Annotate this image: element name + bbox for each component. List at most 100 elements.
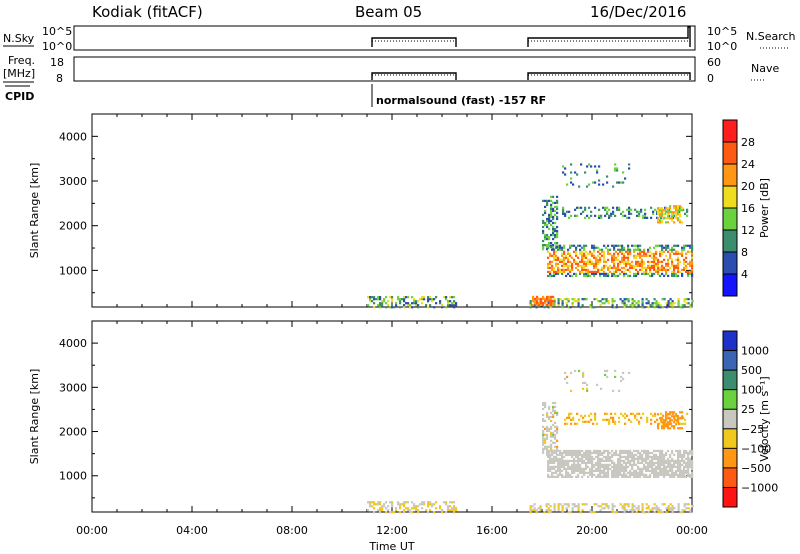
echo-cell <box>685 475 688 478</box>
echo-cell <box>628 206 631 209</box>
echo-cell <box>583 256 586 259</box>
echo-cell <box>614 420 617 423</box>
echo-cell <box>564 377 567 381</box>
echo-cell <box>689 465 692 468</box>
echo-cell <box>647 453 650 457</box>
echo-cell <box>657 511 660 514</box>
echo-cell <box>627 250 630 253</box>
echo-cell <box>641 254 644 257</box>
echo-cell <box>433 511 436 514</box>
echo-cell <box>588 414 591 417</box>
echo-cell <box>589 252 592 255</box>
echo-cell <box>625 461 628 465</box>
echo-cell <box>427 505 430 508</box>
echo-cell <box>663 469 666 472</box>
echo-cell <box>634 416 637 419</box>
echo-cell <box>581 503 584 506</box>
echo-cell <box>679 449 682 453</box>
echo-cell <box>677 509 680 512</box>
echo-cell <box>589 274 592 278</box>
echo-cell <box>593 272 596 276</box>
echo-cell <box>639 453 642 457</box>
echo-cell <box>661 503 664 506</box>
echo-cell <box>529 302 532 305</box>
echo-cell <box>677 250 680 253</box>
echo-cell <box>631 453 634 457</box>
echo-cell <box>544 447 547 450</box>
echo-cell <box>673 252 676 255</box>
echo-cell <box>657 413 660 416</box>
echo-cell <box>563 260 566 263</box>
colorbar-tick-label: 100 <box>741 384 762 397</box>
echo-cell <box>575 254 578 257</box>
echo-cell <box>673 221 676 224</box>
echo-cell <box>669 467 672 470</box>
echo-cell <box>653 461 656 465</box>
echo-cell <box>615 463 618 467</box>
echo-cell <box>585 274 588 278</box>
echo-cell <box>550 213 553 217</box>
echo-cell <box>619 268 622 272</box>
echo-cell <box>645 469 648 472</box>
echo-cell <box>557 302 560 305</box>
echo-cell <box>554 201 557 204</box>
echo-cell <box>553 457 556 461</box>
echo-cell <box>550 223 553 227</box>
echo-cell <box>681 469 684 472</box>
echo-cell <box>583 469 586 472</box>
echo-cell <box>570 389 573 392</box>
echo-cell <box>603 244 606 247</box>
echo-cell <box>565 467 568 470</box>
echo-cell <box>579 459 582 463</box>
echo-cell <box>550 415 553 419</box>
echo-cell <box>618 389 621 392</box>
echo-cell <box>584 206 587 209</box>
echo-cell <box>677 252 680 255</box>
echo-cell <box>536 301 539 305</box>
echo-cell <box>391 501 394 504</box>
echo-cell <box>669 461 672 465</box>
echo-cell <box>542 449 545 452</box>
echo-cell <box>615 258 618 261</box>
echo-cell <box>643 459 646 463</box>
echo-cell <box>559 248 562 251</box>
echo-cell <box>625 509 628 512</box>
echo-cell <box>537 507 540 510</box>
echo-cell <box>667 300 670 303</box>
echo-cell <box>683 268 686 272</box>
echo-cell <box>659 304 662 307</box>
echo-cell <box>641 471 644 474</box>
echo-cell <box>669 205 672 208</box>
echo-cell <box>565 475 568 478</box>
echo-cell <box>529 509 532 512</box>
echo-cell <box>623 459 626 463</box>
echo-cell <box>552 435 555 438</box>
echo-cell <box>691 463 694 467</box>
echo-cell <box>657 463 660 467</box>
echo-cell <box>629 473 632 476</box>
echo-cell <box>651 256 654 259</box>
echo-cell <box>663 475 666 478</box>
echo-cell <box>623 304 626 307</box>
echo-cell <box>651 274 654 278</box>
echo-cell <box>575 274 578 278</box>
echo-cell <box>567 505 570 508</box>
echo-cell <box>675 264 678 267</box>
echo-cell <box>671 260 674 263</box>
echo-cell <box>643 254 646 257</box>
echo-cell <box>580 414 583 417</box>
echo-cell <box>581 270 584 274</box>
echo-cell <box>423 503 426 506</box>
echo-cell <box>429 509 432 512</box>
echo-cell <box>669 423 672 426</box>
echo-cell <box>679 467 682 470</box>
echo-cell <box>659 221 662 224</box>
echo-cell <box>639 475 642 478</box>
echo-cell <box>613 252 616 255</box>
echo-cell <box>677 415 680 418</box>
echo-cell <box>585 463 588 467</box>
echo-cell <box>655 455 658 459</box>
echo-cell <box>573 451 576 455</box>
echo-cell <box>553 258 556 261</box>
echo-cell <box>567 453 570 457</box>
